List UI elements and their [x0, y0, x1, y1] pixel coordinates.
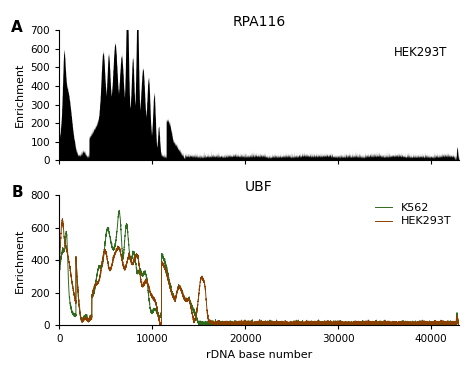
HEK293T — [201, 280, 207, 285]
K562 — [56, 273, 62, 278]
HEK293T — [60, 216, 65, 221]
HEK293T — [56, 264, 62, 268]
HEK293T — [353, 322, 358, 327]
X-axis label: rDNA base number: rDNA base number — [206, 350, 312, 360]
Text: A: A — [11, 20, 23, 35]
HEK293T — [374, 322, 380, 326]
K562 — [374, 322, 380, 326]
Legend: K562, HEK293T: K562, HEK293T — [373, 201, 454, 229]
K562 — [201, 321, 207, 325]
HEK293T — [293, 322, 299, 326]
K562 — [353, 322, 358, 326]
Title: UBF: UBF — [245, 180, 273, 194]
HEK293T — [310, 320, 316, 325]
Text: HEK293T: HEK293T — [393, 46, 447, 59]
Line: HEK293T: HEK293T — [59, 219, 459, 326]
Y-axis label: Enrichment: Enrichment — [15, 228, 25, 292]
K562 — [452, 323, 457, 328]
K562 — [456, 322, 462, 326]
HEK293T — [76, 304, 82, 309]
K562 — [310, 322, 316, 327]
K562 — [76, 304, 82, 308]
HEK293T — [456, 322, 462, 327]
Line: K562: K562 — [59, 210, 459, 326]
Title: RPA116: RPA116 — [232, 15, 286, 29]
Text: B: B — [11, 185, 23, 200]
K562 — [293, 322, 299, 327]
HEK293T — [452, 323, 457, 328]
Y-axis label: Enrichment: Enrichment — [15, 63, 25, 128]
K562 — [117, 208, 122, 213]
